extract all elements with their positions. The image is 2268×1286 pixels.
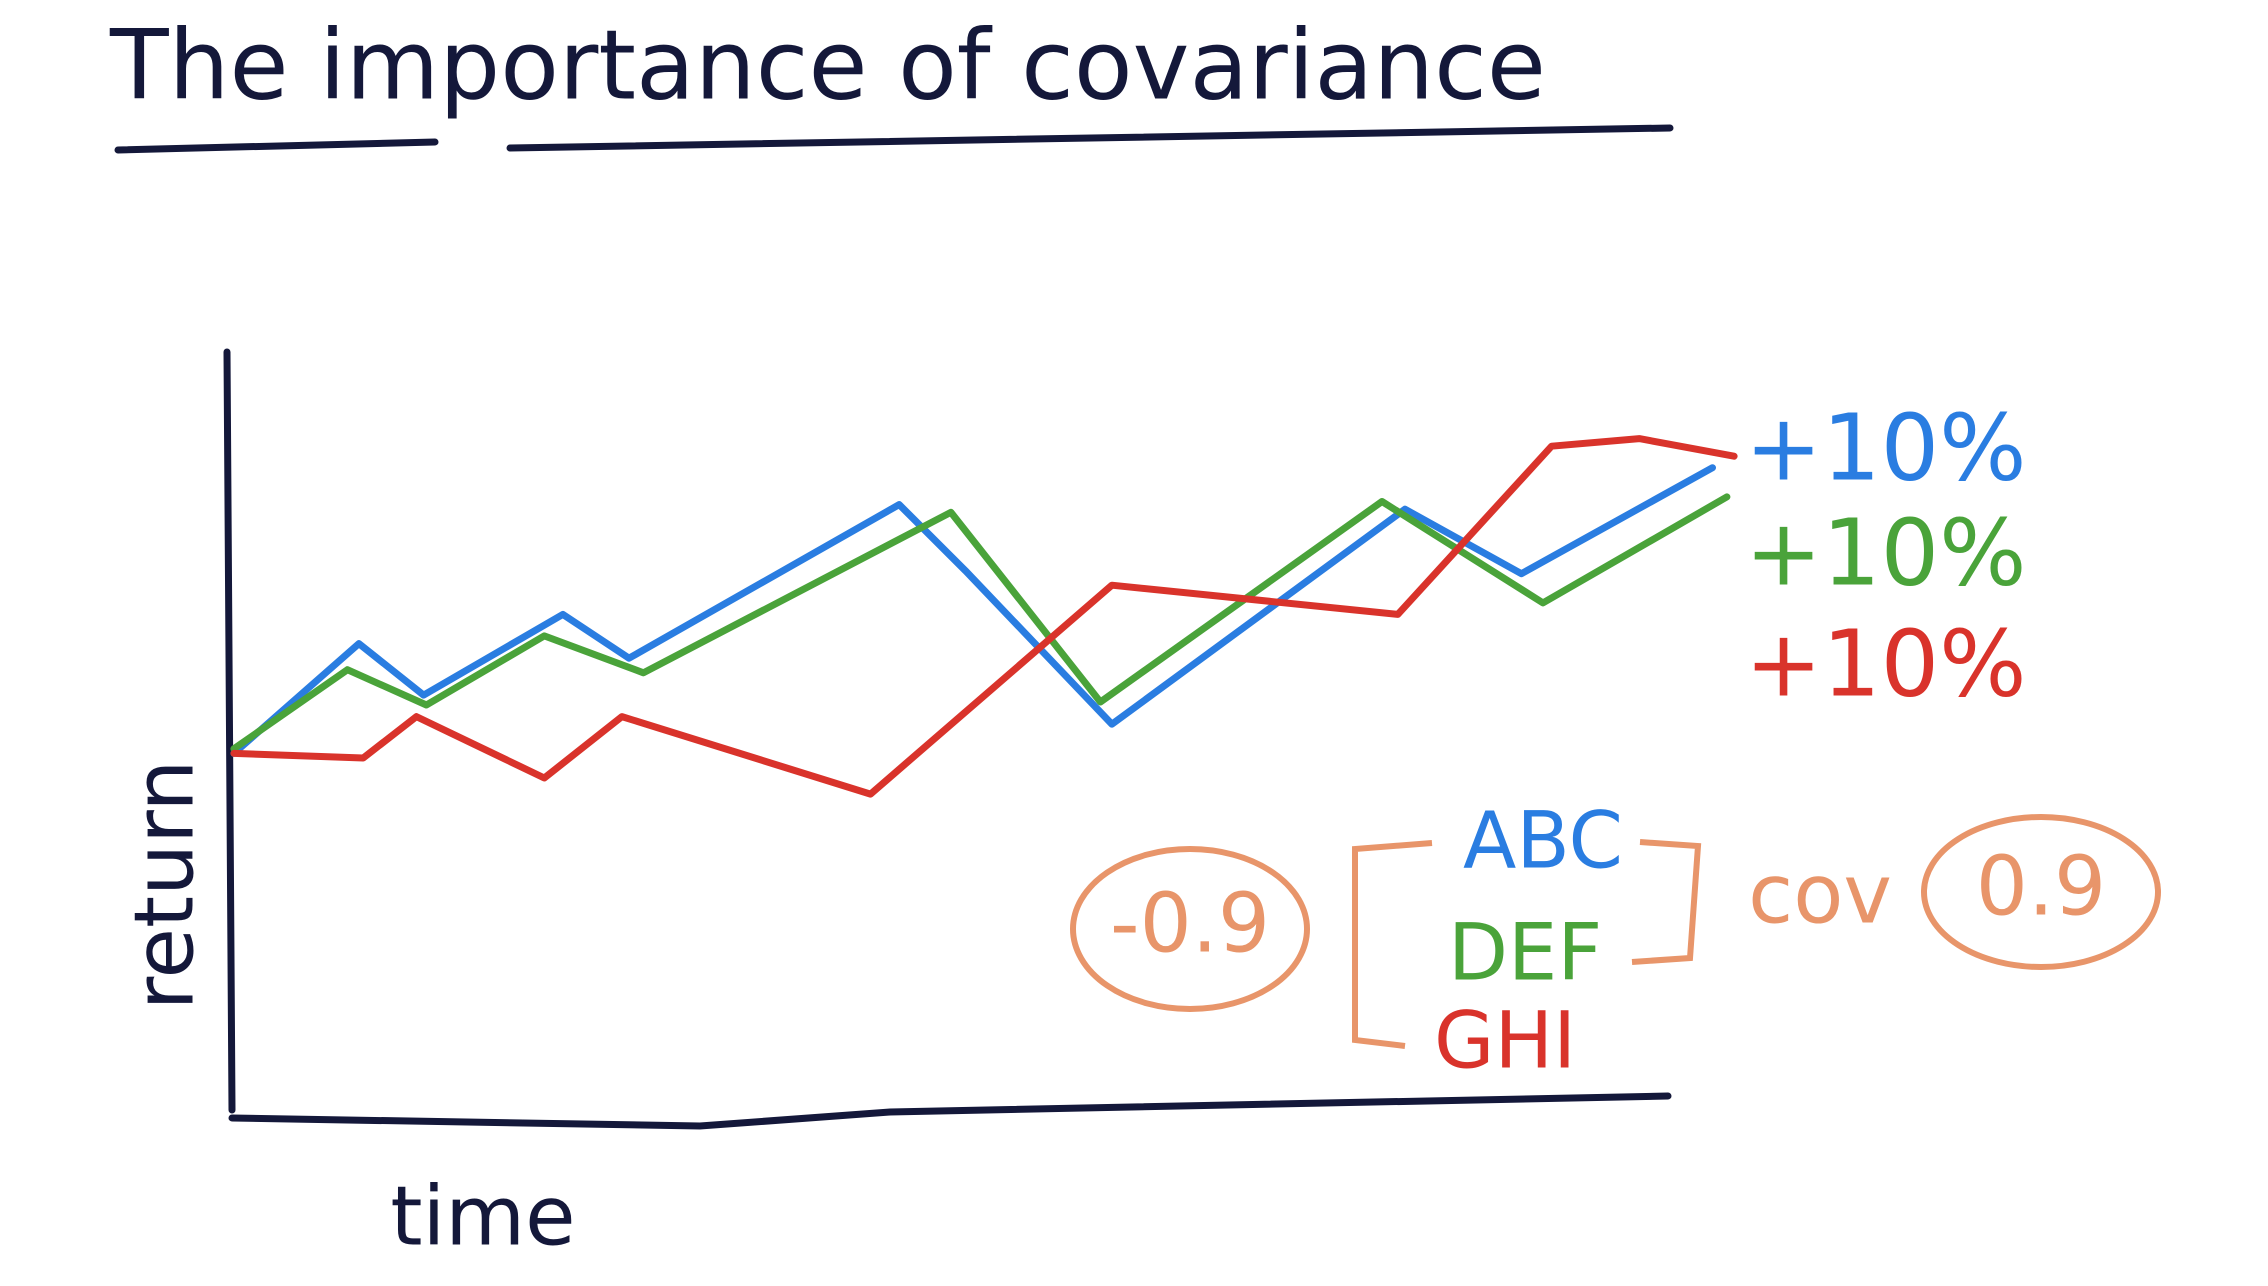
y-axis-label: return bbox=[117, 760, 212, 1011]
bracket-right bbox=[1631, 839, 1702, 965]
series-name: GHI bbox=[1434, 996, 1576, 1086]
series-line bbox=[230, 464, 1716, 757]
y-axis bbox=[223, 348, 236, 1114]
annotation-circle bbox=[1070, 846, 1310, 1012]
series-name: ABC bbox=[1463, 796, 1623, 886]
x-axis-label: time bbox=[390, 1169, 575, 1264]
series-line bbox=[230, 435, 1738, 798]
series-name: DEF bbox=[1448, 908, 1602, 998]
annotation-circle bbox=[1921, 814, 2161, 970]
title-underline bbox=[114, 124, 1674, 154]
end-label: +10% bbox=[1745, 610, 2027, 717]
chart-title: The importance of covariance bbox=[109, 9, 1546, 121]
end-label: +10% bbox=[1745, 499, 2027, 606]
x-axis bbox=[228, 1092, 1672, 1130]
bracket-left bbox=[1352, 840, 1433, 1049]
annotation: cov bbox=[1748, 847, 1892, 942]
end-label: +10% bbox=[1745, 394, 2027, 501]
series-line bbox=[230, 493, 1731, 753]
annotation: -0.9 bbox=[1110, 876, 1270, 971]
annotation: 0.9 bbox=[1976, 839, 2106, 934]
